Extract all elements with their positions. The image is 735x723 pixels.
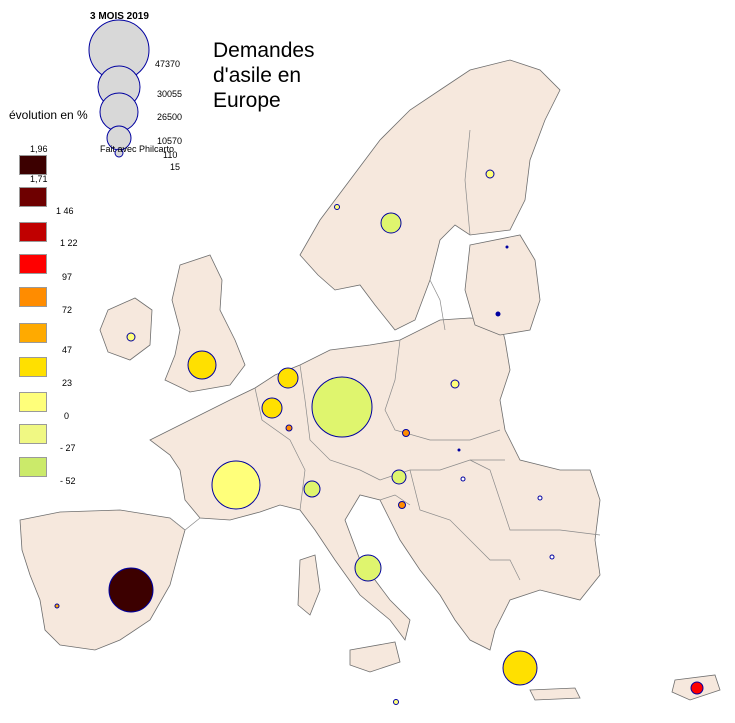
baltic-states-landmass: [464, 234, 541, 336]
czechia-circle: [402, 429, 410, 437]
austria-circle: [391, 469, 407, 485]
size-legend-value-2: 30055: [157, 89, 183, 99]
western-central-europe-landmass: [149, 317, 601, 651]
norway-circle: [334, 204, 340, 210]
italy-circle: [354, 554, 382, 582]
size-legend-circle-3: [99, 92, 139, 132]
ireland-landmass: [99, 297, 153, 361]
romania-circle: [537, 495, 543, 501]
size-legend-value-3: 26500: [157, 112, 183, 122]
switzerland-circle: [303, 480, 321, 498]
size-legend-value-5: 110: [163, 150, 178, 160]
germany-circle: [311, 376, 373, 438]
slovakia-circle: [457, 448, 461, 452]
evolution-swatch-2: [19, 222, 47, 242]
evolution-swatch-8: [19, 424, 47, 444]
evolution-swatch-9: [19, 457, 47, 477]
sicily-landmass: [349, 641, 401, 673]
evolution-label-2: 1 46: [56, 206, 74, 216]
evolution-swatch-6: [19, 357, 47, 377]
size-legend-circles: [88, 19, 150, 158]
portugal-circle: [54, 603, 60, 609]
hungary-circle: [460, 476, 466, 482]
evolution-swatch-5: [19, 323, 47, 343]
evolution-swatch-3: [19, 254, 47, 274]
evolution-swatch-7: [19, 392, 47, 412]
size-legend-value-6: 15: [170, 162, 181, 172]
sardinia-landmass: [297, 554, 321, 616]
great-britain-landmass: [164, 254, 246, 393]
evolution-label-8: 0: [64, 411, 70, 421]
credit-text: Fait avec Philcarto: [100, 144, 175, 154]
evolution-label-0: 1,96: [30, 144, 48, 154]
poland-circle: [450, 379, 460, 389]
belgium-circle: [261, 397, 283, 419]
evolution-legend-title: évolution en %: [9, 108, 88, 122]
latvia-circle: [505, 245, 509, 249]
evolution-label-4: 97: [62, 272, 73, 282]
map-title: Demandes d'asile en Europe: [213, 39, 315, 112]
data-circles: [54, 169, 704, 705]
finland-circle: [485, 169, 495, 179]
crete-landmass: [529, 687, 581, 701]
luxembourg-circle: [285, 424, 293, 432]
evolution-label-6: 47: [62, 345, 73, 355]
ireland-circle: [126, 332, 136, 342]
evolution-swatch-4: [19, 287, 47, 307]
size-legend-title: 3 MOIS 2019: [90, 11, 149, 22]
evolution-label-10: - 52: [60, 476, 76, 486]
bulgaria-circle: [549, 554, 555, 560]
size-legend-value-4: 10570: [157, 136, 183, 146]
greece-circle: [502, 650, 538, 686]
france-circle: [211, 460, 261, 510]
evolution-label-1: 1,71: [30, 174, 48, 184]
evolution-label-3: 1 22: [60, 238, 78, 248]
malta-circle: [393, 699, 399, 705]
evolution-swatch-0: [19, 155, 47, 175]
slovenia-circle: [398, 501, 406, 509]
netherlands-circle: [277, 367, 299, 389]
evolution-label-5: 72: [62, 305, 73, 315]
iberia-landmass: [19, 509, 186, 651]
lithuania-circle: [495, 311, 501, 317]
scandinavia-landmass: [299, 59, 561, 331]
size-legend-circle-5: [114, 148, 124, 158]
evolution-label-9: - 27: [60, 443, 76, 453]
cyprus-circle: [690, 681, 704, 695]
sweden-circle: [380, 212, 402, 234]
uk-circle: [187, 350, 217, 380]
size-legend-value-1: 47370: [155, 59, 181, 69]
evolution-swatch-1: [19, 187, 47, 207]
spain-circle: [108, 567, 154, 613]
evolution-label-7: 23: [62, 378, 73, 388]
